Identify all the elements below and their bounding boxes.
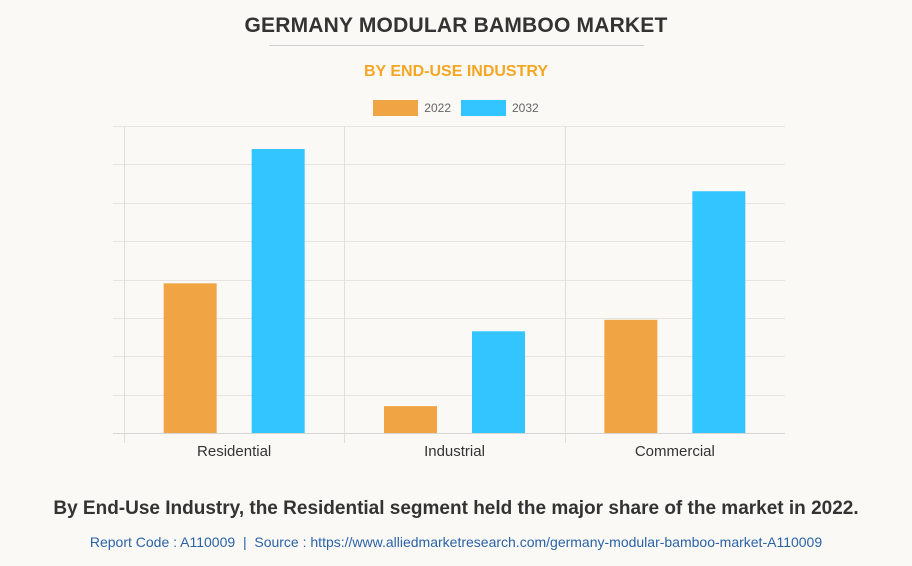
source-link[interactable]: Source : https://www.alliedmarketresearc… xyxy=(254,534,823,550)
chart-title: GERMANY MODULAR BAMBOO MARKET xyxy=(244,14,668,37)
bar-commercial-2022[interactable] xyxy=(604,319,658,433)
legend-swatch-2022 xyxy=(373,100,419,116)
legend-item-2032[interactable]: 2032 xyxy=(461,100,539,116)
bar-residential-2032[interactable] xyxy=(251,149,305,433)
legend-label-2032: 2032 xyxy=(512,101,539,115)
x-tick-label: Commercial xyxy=(635,443,715,460)
x-tick-label: Residential xyxy=(197,443,271,460)
bar-residential-2022[interactable] xyxy=(163,283,217,433)
bar-commercial-2032[interactable] xyxy=(692,191,746,433)
chart-subtitle: BY END-USE INDUSTRY xyxy=(363,63,549,80)
x-tick-label: Industrial xyxy=(424,443,485,460)
bar-industrial-2032[interactable] xyxy=(472,331,525,433)
title-divider xyxy=(269,45,644,46)
bar-industrial-2022[interactable] xyxy=(384,406,437,433)
grid-lines xyxy=(113,126,785,443)
legend: 2022 2032 xyxy=(0,100,912,116)
source-separator: | xyxy=(242,534,247,550)
legend-label-2022: 2022 xyxy=(424,101,451,115)
chart-caption: By End-Use Industry, the Residential seg… xyxy=(53,498,859,519)
report-code: Report Code : A110009 xyxy=(89,534,236,550)
x-axis-labels: Residential Industrial Commercial xyxy=(197,443,715,460)
legend-swatch-2032 xyxy=(461,100,506,116)
bars xyxy=(163,149,746,433)
legend-item-2022[interactable]: 2022 xyxy=(373,100,451,116)
source-line: Report Code : A110009 | Source : https:/… xyxy=(0,534,912,550)
